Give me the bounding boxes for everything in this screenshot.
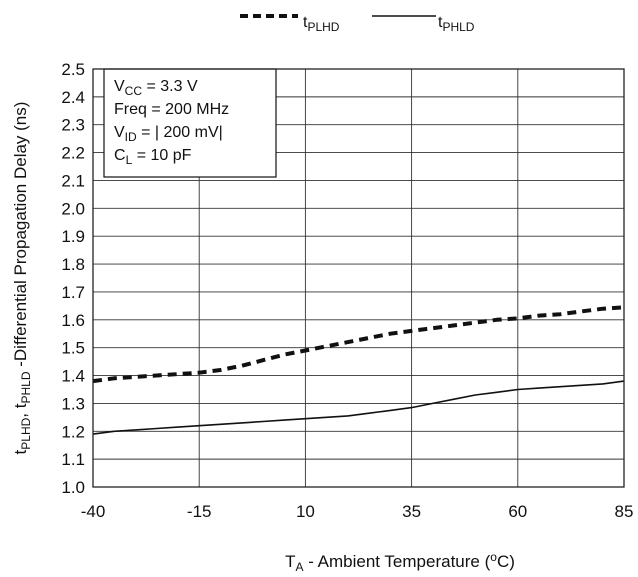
y-tick-labels: 1.0 1.1 1.2 1.3 1.4 1.5 1.6 1.7 1.8 1.9 2.0 2.1 2.2 2… [61,60,85,497]
x-tick-label: 35 [402,502,421,521]
y-tick-label: 1.3 [61,394,85,413]
condition-symbol: V [114,78,125,95]
conditions-box [103,68,277,178]
y-tick-label: 1.7 [61,283,85,302]
y-tick-label: 1.9 [61,227,85,246]
x-axis-title-rest: - Ambient Temperature ( [303,552,490,571]
y-tick-label: 2.5 [61,60,85,79]
y-axis-title-p3: -Differential Propagation Delay (ns) [11,102,30,372]
y-tick-label: 1.0 [61,478,85,497]
x-tick-label: 60 [508,502,527,521]
condition-value: = 3.3 V [142,78,198,95]
condition-line: CL = 10 pF [114,147,192,167]
condition-subscript: CC [125,84,143,98]
condition-value: = | 200 mV| [137,124,223,141]
condition-subscript: ID [125,130,137,144]
legend: tPLHD tPHLD [240,14,475,34]
x-axis-title: TA - Ambient Temperature (oC) [285,550,515,574]
condition-symbol: Freq [114,101,147,118]
plot-frame [92,68,625,488]
condition-subscript: L [126,153,133,167]
y-tick-label: 1.2 [61,422,85,441]
x-axis-title-sub: A [295,560,303,574]
y-axis-title-p2sub: PHLD [19,371,33,403]
y-tick-label: 2.1 [61,171,85,190]
condition-value: = 10 pF [132,147,191,164]
legend-phld-main: t [438,14,443,31]
x-tick-label: -40 [81,502,106,521]
legend-phld-sub: PHLD [442,20,474,34]
y-tick-label: 1.8 [61,255,85,274]
y-axis-title-p2: , t [11,403,30,417]
condition-line: VCC = 3.3 V [114,78,198,98]
x-axis-title-deg: o [490,550,497,564]
series-lines [92,305,625,435]
y-tick-label: 1.5 [61,339,85,358]
x-tick-labels: -40 -15 10 35 60 85 [81,502,634,521]
y-tick-label: 1.4 [61,367,85,386]
condition-symbol: V [114,124,125,141]
legend-plhd-sub: PLHD [307,20,339,34]
condition-value: = 200 MHz [147,101,229,118]
legend-label-phld: tPHLD [438,14,475,34]
x-tick-label: 85 [615,502,634,521]
x-axis-title-end: C) [497,552,515,571]
y-axis-title-p1sub: PLHD [19,417,33,449]
y-tick-label: 1.1 [61,450,85,469]
legend-label-plhd: tPLHD [303,14,340,34]
series-line-phld [92,380,625,435]
y-tick-label: 2.4 [61,88,85,107]
y-axis-title: tPLHD, tPHLD -Differential Propagation D… [11,102,33,455]
y-axis-title-p1: t [11,449,30,454]
y-tick-label: 2.2 [61,144,85,163]
legend-plhd-main: t [303,14,308,31]
condition-line: VID = | 200 mV| [114,124,223,144]
condition-symbol: C [114,147,126,164]
x-tick-label: 10 [296,502,315,521]
y-tick-label: 2.3 [61,116,85,135]
condition-line: Freq = 200 MHz [114,101,229,118]
x-axis-title-main: T [285,552,295,571]
y-tick-label: 2.0 [61,199,85,218]
y-tick-label: 1.6 [61,311,85,330]
x-tick-label: -15 [187,502,212,521]
